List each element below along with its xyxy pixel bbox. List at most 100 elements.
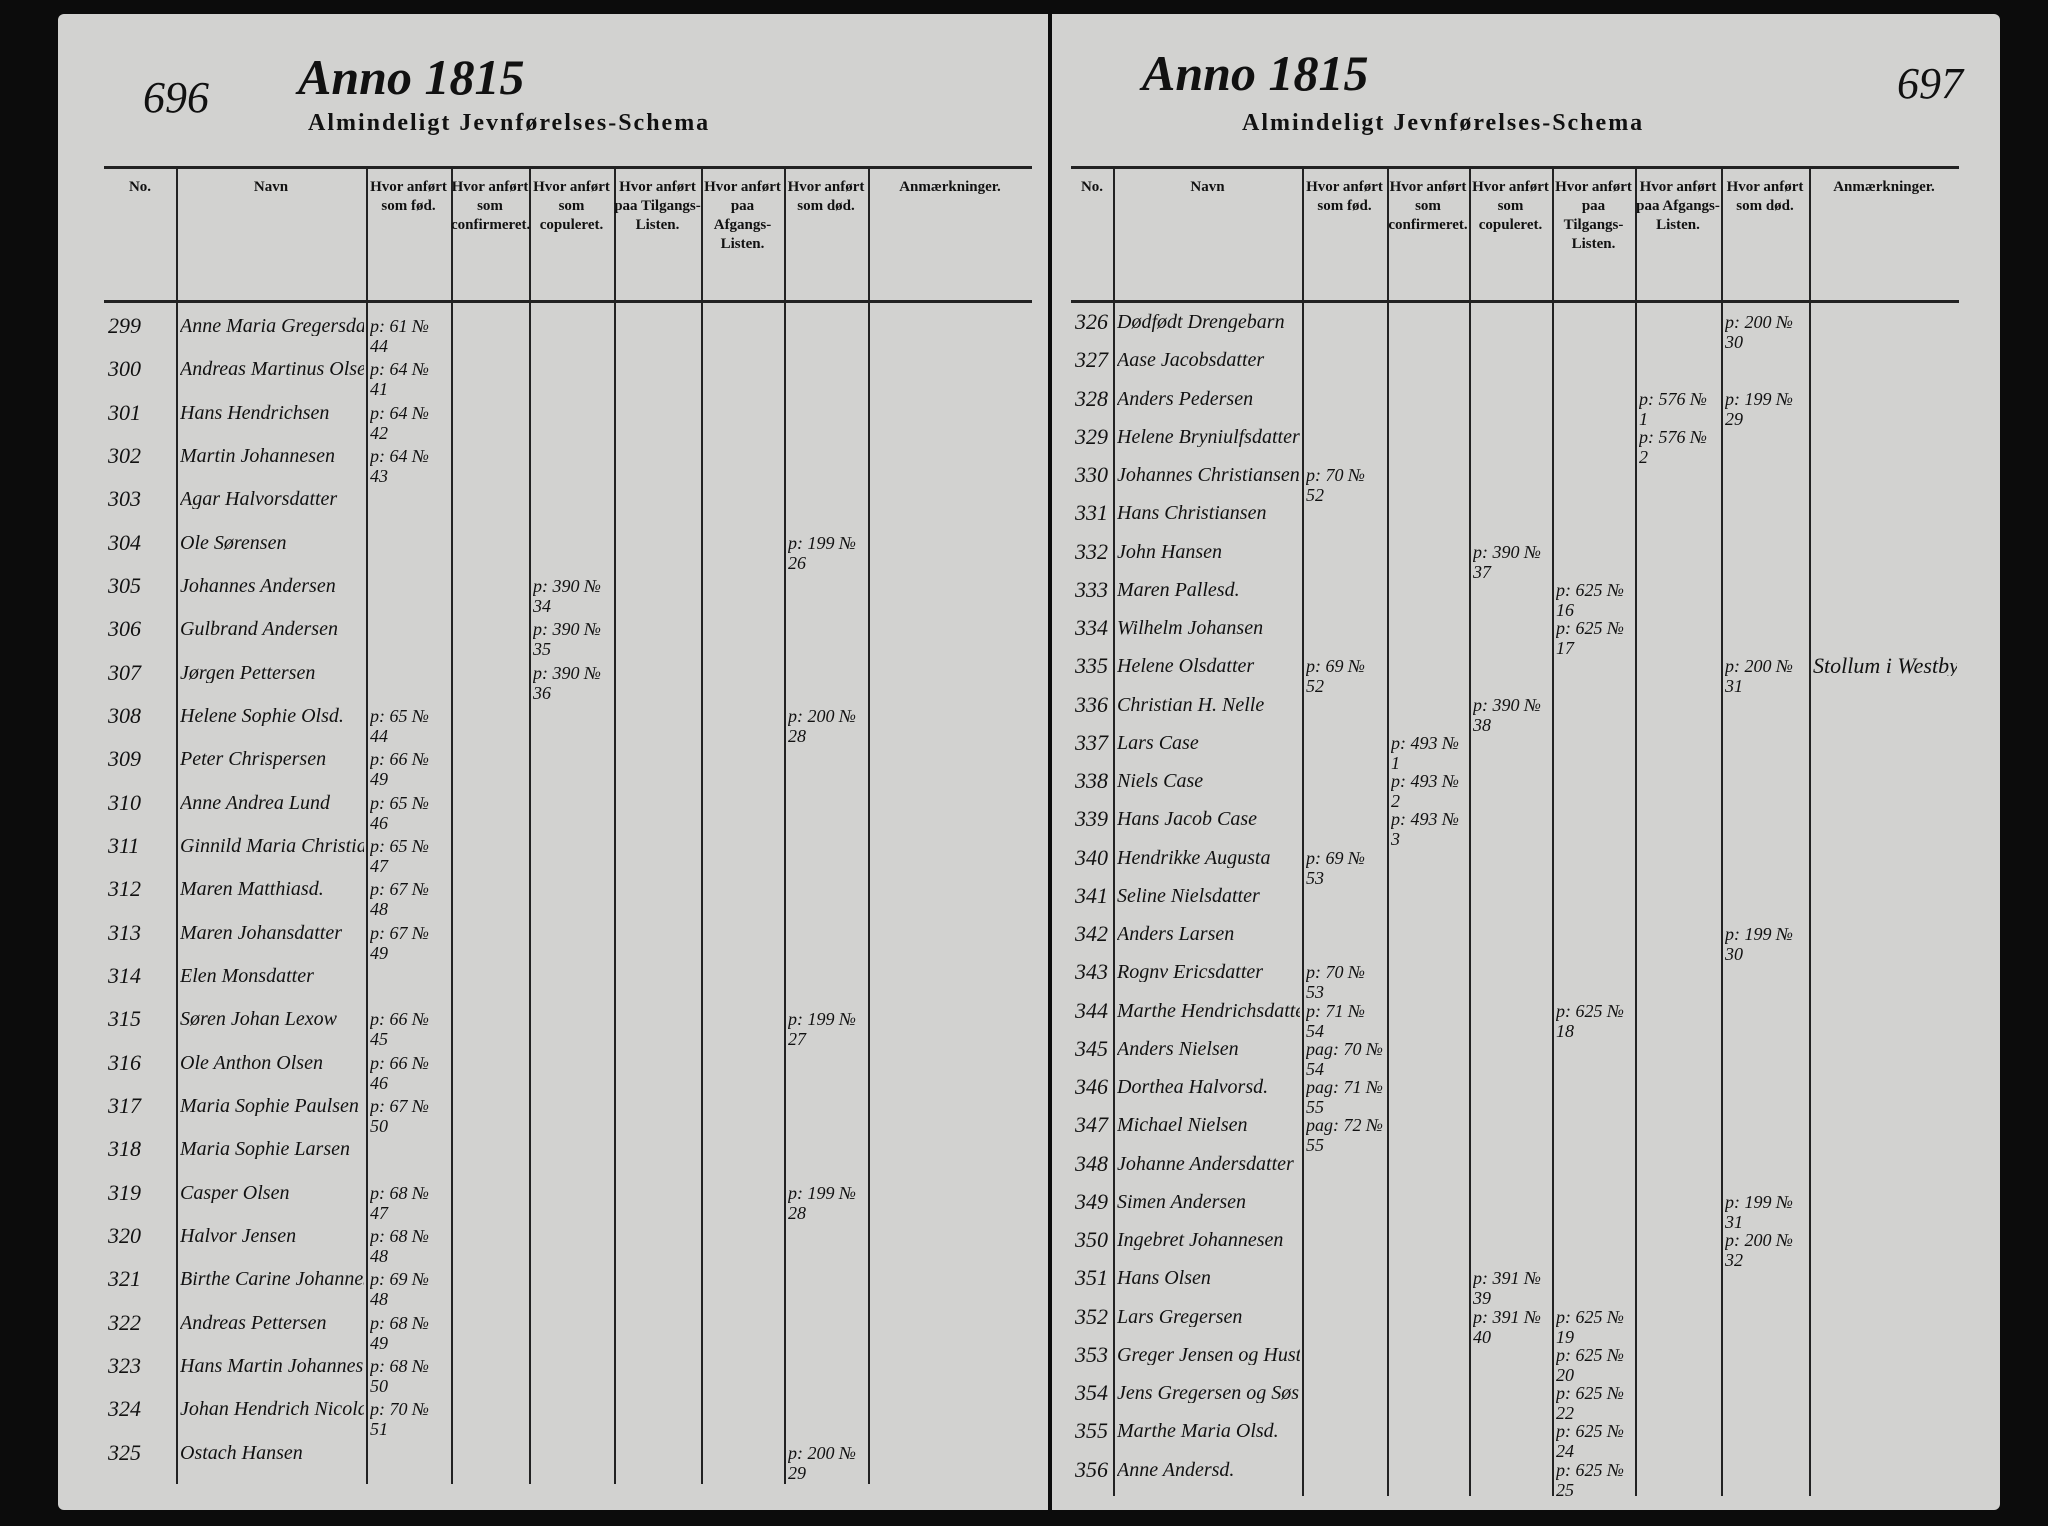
- entry-name: Halvor Jensen: [180, 1226, 297, 1246]
- entry-name: Hans Jacob Case: [1117, 809, 1257, 830]
- entry-no: 333: [1075, 579, 1108, 600]
- entry-name: Johanne Andersdatter: [1117, 1153, 1294, 1174]
- page-title: Almindeligt Jevnførelses-Schema: [308, 110, 711, 136]
- entry-no: 299: [108, 316, 141, 336]
- entry-remarks: Stollum i Westbye: [1813, 656, 1957, 677]
- entry-born: pag: 71 № 55: [1306, 1077, 1383, 1118]
- entry-name: Ole Sørensen: [180, 532, 287, 553]
- entry-born: p: 69 № 53: [1306, 847, 1365, 888]
- entry-married: p: 390 № 36: [533, 662, 601, 703]
- entry-born: p: 64 № 43: [370, 446, 429, 486]
- entry-no: 318: [108, 1139, 141, 1160]
- entry-no: 314: [108, 966, 141, 986]
- entry-name: Marthe Maria Olsd.: [1117, 1421, 1279, 1442]
- entry-no: 315: [108, 1009, 141, 1030]
- column-rule: [1552, 166, 1554, 1496]
- entry-born: pag: 72 № 55: [1306, 1115, 1383, 1156]
- entry-name: Peter Chrispersen: [180, 749, 327, 770]
- column-header: Navn: [253, 179, 289, 195]
- column-rule: [1302, 166, 1304, 1496]
- column-header: Hvor anført som copuleret.: [533, 179, 610, 233]
- entry-no: 311: [108, 836, 140, 856]
- entry-arrival: p: 625 № 17: [1556, 618, 1624, 659]
- entry-departure: p: 576 № 1: [1639, 388, 1707, 429]
- entry-no: 301: [108, 402, 141, 423]
- entry-died: p: 199 № 28: [788, 1182, 856, 1223]
- entry-born: p: 65 № 47: [370, 836, 429, 876]
- entry-confirmed: p: 493 № 3: [1391, 809, 1459, 850]
- entry-born: p: 69 № 52: [1306, 656, 1365, 697]
- entry-departure: p: 576 № 2: [1639, 426, 1707, 467]
- column-header: Hvor anført som fød.: [1306, 179, 1383, 214]
- entry-no: 353: [1075, 1344, 1108, 1365]
- entry-no: 354: [1075, 1383, 1108, 1404]
- entry-born: p: 71 № 54: [1306, 1000, 1365, 1041]
- entry-no: 348: [1075, 1153, 1108, 1174]
- entry-name: Hans Hendrichsen: [180, 402, 330, 423]
- entry-no: 339: [1075, 809, 1108, 830]
- entry-died: p: 199 № 26: [788, 532, 856, 573]
- entry-died: p: 199 № 29: [1725, 388, 1793, 429]
- column-header: Navn: [1190, 179, 1225, 195]
- column-header: Anmærkninger.: [899, 179, 1001, 195]
- entry-name: Birthe Carine Johannesdatter: [180, 1269, 364, 1290]
- year-heading: Anno 1815: [1142, 45, 1369, 101]
- entry-died: p: 200 № 32: [1725, 1230, 1793, 1271]
- page-title: Almindeligt Jevnførelses-Schema: [1242, 110, 1645, 136]
- entry-no: 347: [1075, 1115, 1108, 1136]
- entry-name: Ginnild Maria Christiansdatter: [180, 836, 364, 856]
- entry-name: Dødfødt Drengebarn: [1117, 312, 1285, 332]
- entry-no: 331: [1075, 503, 1108, 524]
- entry-name: Johannes Christiansen: [1117, 465, 1300, 486]
- entry-no: 320: [108, 1226, 141, 1246]
- entry-married: p: 390 № 38: [1473, 694, 1541, 735]
- entry-no: 342: [1075, 924, 1108, 945]
- entry-died: p: 200 № 30: [1725, 312, 1793, 352]
- entry-name: Hans Martin Johannesen: [180, 1356, 364, 1376]
- entry-name: Greger Jensen og Hustrue: [1117, 1344, 1300, 1365]
- column-rule: [614, 166, 616, 1484]
- entry-married: p: 390 № 37: [1473, 541, 1541, 582]
- entry-born: p: 70 № 53: [1306, 962, 1365, 1003]
- entry-no: 344: [1075, 1000, 1108, 1021]
- rule: [1071, 300, 1959, 303]
- entry-arrival: p: 625 № 16: [1556, 579, 1624, 620]
- rule: [104, 300, 1032, 303]
- entry-name: Gulbrand Andersen: [180, 619, 338, 640]
- entry-name: Helene Olsdatter: [1117, 656, 1255, 677]
- entry-born: p: 68 № 50: [370, 1356, 429, 1396]
- entry-no: 341: [1075, 885, 1108, 906]
- entry-arrival: p: 625 № 24: [1556, 1421, 1624, 1462]
- column-header: Hvor anført som confirmeret.: [451, 179, 531, 233]
- entry-no: 319: [108, 1182, 141, 1203]
- entry-name: Ostach Hansen: [180, 1442, 303, 1463]
- entry-name: Anne Maria Gregersdatter: [180, 316, 364, 336]
- entry-name: Anders Pedersen: [1117, 388, 1254, 409]
- column-rule: [1721, 166, 1723, 1496]
- entry-arrival: p: 625 № 18: [1556, 1000, 1624, 1041]
- entry-no: 352: [1075, 1306, 1108, 1327]
- column-rule: [1635, 166, 1637, 1496]
- entry-no: 305: [108, 576, 141, 596]
- entry-name: Rognv Ericsdatter: [1117, 962, 1264, 983]
- rule: [104, 166, 1032, 169]
- entry-name: Lars Gregersen: [1117, 1306, 1243, 1327]
- column-rule: [366, 166, 368, 1484]
- entry-no: 328: [1075, 388, 1108, 409]
- entry-name: Casper Olsen: [180, 1182, 290, 1203]
- entry-name: Johannes Andersen: [180, 576, 336, 596]
- entry-no: 308: [108, 706, 141, 726]
- entry-died: p: 199 № 27: [788, 1009, 856, 1050]
- entry-died: p: 200 № 28: [788, 706, 856, 746]
- entry-no: 329: [1075, 426, 1108, 447]
- entry-no: 346: [1075, 1077, 1108, 1098]
- entry-no: 337: [1075, 732, 1108, 753]
- entry-name: Michael Nielsen: [1117, 1115, 1248, 1136]
- right-page: 697 Anno 1815 Almindeligt Jevnførelses-Sch…: [1052, 14, 2000, 1510]
- entry-name: Anders Larsen: [1117, 924, 1235, 945]
- entry-name: Jens Gregersen og Søster Inger Greg.d.: [1117, 1383, 1300, 1404]
- entry-name: Aase Jacobsdatter: [1117, 350, 1265, 371]
- entry-no: 303: [108, 489, 141, 510]
- entry-born: p: 67 № 49: [370, 922, 429, 963]
- left-page: 696 Anno 1815 Almindeligt Jevnførelses-Sch…: [58, 14, 1048, 1510]
